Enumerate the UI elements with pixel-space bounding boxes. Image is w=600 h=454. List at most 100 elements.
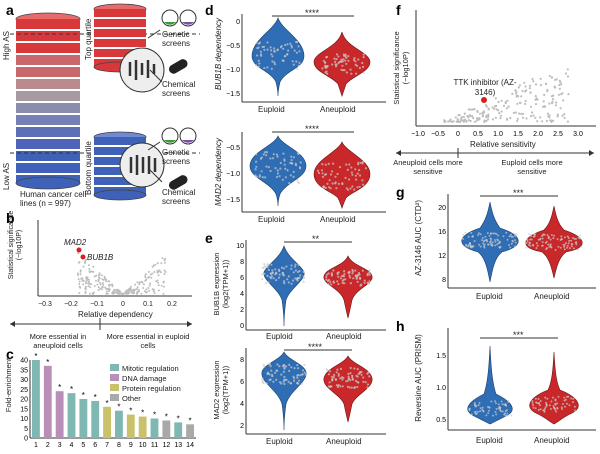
scatter-point xyxy=(286,169,289,172)
volcano-point xyxy=(557,93,560,96)
scatter-point xyxy=(335,371,338,374)
scatter-point xyxy=(304,373,307,376)
scatter-point xyxy=(322,59,325,63)
scatter-point xyxy=(484,235,487,238)
d-bottom-ytick: −1.0 xyxy=(226,171,240,178)
scatter-point xyxy=(479,245,482,248)
scatter-point xyxy=(265,282,268,285)
scatter-point xyxy=(494,244,497,247)
scatter-point xyxy=(536,402,539,405)
legend-swatch xyxy=(110,384,119,391)
scatter-point xyxy=(475,405,478,407)
c-bar xyxy=(138,416,147,438)
volcano-point xyxy=(99,287,102,290)
volcano-point xyxy=(79,270,82,273)
scatter-point xyxy=(283,375,286,379)
scatter-point xyxy=(282,152,285,155)
scatter-point xyxy=(506,412,509,415)
scatter-point xyxy=(358,185,361,188)
panel-label-d: d xyxy=(205,2,214,18)
scatter-point xyxy=(298,61,301,64)
volcano-point xyxy=(95,279,97,282)
scatter-point xyxy=(353,367,356,370)
g-ytick: 16 xyxy=(438,229,446,236)
scatter-point xyxy=(499,406,502,409)
c-bar xyxy=(43,365,52,438)
scatter-point xyxy=(294,269,297,272)
volcano-point xyxy=(563,113,566,116)
mad2-point xyxy=(76,247,82,253)
volcano-point xyxy=(125,292,128,295)
volcano-point xyxy=(536,120,539,123)
volcano-point xyxy=(107,288,109,291)
chemical-screens-label-bottom: Chemical screens xyxy=(162,188,196,206)
d-top-ytick: −0.5 xyxy=(226,43,240,50)
volcano-point xyxy=(163,285,165,288)
c-bar xyxy=(32,360,40,438)
volcano-point xyxy=(164,271,167,273)
volcano-point xyxy=(149,282,152,285)
volcano-point xyxy=(88,268,91,270)
scatter-point xyxy=(500,410,502,413)
volcano-point xyxy=(529,91,532,94)
scatter-point xyxy=(341,385,344,388)
volcano-point xyxy=(92,292,94,295)
scatter-point xyxy=(331,170,334,173)
volcano-point xyxy=(554,104,557,107)
b-arrow-right-label: More essential in euploid cells xyxy=(106,332,190,350)
scatter-point xyxy=(349,282,352,285)
scatter-point xyxy=(282,47,285,50)
volcano-point xyxy=(137,290,140,293)
volcano-point xyxy=(87,285,90,288)
scatter-point xyxy=(351,270,354,273)
scatter-point xyxy=(299,274,302,277)
scatter-point xyxy=(560,238,563,240)
scatter-point xyxy=(362,71,365,74)
panel-label-a: a xyxy=(6,2,14,18)
scatter-point xyxy=(302,280,305,283)
scatter-point xyxy=(297,373,300,377)
scatter-point xyxy=(316,169,320,172)
scatter-point xyxy=(362,380,365,383)
scatter-point xyxy=(550,234,553,236)
scatter-point xyxy=(532,243,534,246)
e-top-sig: ** xyxy=(312,234,320,244)
scatter-point xyxy=(321,172,324,175)
e-top-xlabel-euploid: Euploid xyxy=(266,332,293,341)
scatter-point xyxy=(301,369,305,372)
panel-b-volcano: −0.3 −0.2 −0.1 0 0.1 0.2 xyxy=(10,220,192,330)
scatter-point xyxy=(337,55,340,58)
volcano-point xyxy=(118,292,121,295)
volcano-point xyxy=(487,115,490,118)
c-xtick: 11 xyxy=(151,442,158,449)
scatter-point xyxy=(289,42,292,45)
scatter-point xyxy=(345,62,348,65)
scatter-point xyxy=(292,271,295,274)
c-bar-star: * xyxy=(82,391,85,400)
scatter-point xyxy=(490,242,493,245)
volcano-point xyxy=(136,286,139,289)
d-top-xlabel-aneuploid: Aneuploid xyxy=(320,105,356,114)
volcano-point xyxy=(145,288,148,291)
scatter-point xyxy=(293,49,296,52)
scatter-point xyxy=(344,59,347,62)
scatter-point xyxy=(290,382,293,385)
scatter-point xyxy=(355,178,358,181)
scatter-point xyxy=(302,270,305,273)
scatter-point xyxy=(356,186,359,189)
volcano-point xyxy=(486,118,490,121)
scatter-point xyxy=(296,178,299,181)
scatter-point xyxy=(276,169,279,172)
scatter-point xyxy=(514,245,516,248)
scatter-point xyxy=(344,53,347,56)
scatter-point xyxy=(334,65,338,68)
scatter-point xyxy=(573,237,576,240)
scatter-point xyxy=(514,233,517,235)
scatter-point xyxy=(276,172,279,175)
scatter-point xyxy=(495,233,498,235)
scatter-point xyxy=(498,246,501,249)
scatter-point xyxy=(282,59,285,63)
scatter-point xyxy=(355,72,358,75)
scatter-point xyxy=(270,369,273,372)
scatter-point xyxy=(323,173,327,176)
